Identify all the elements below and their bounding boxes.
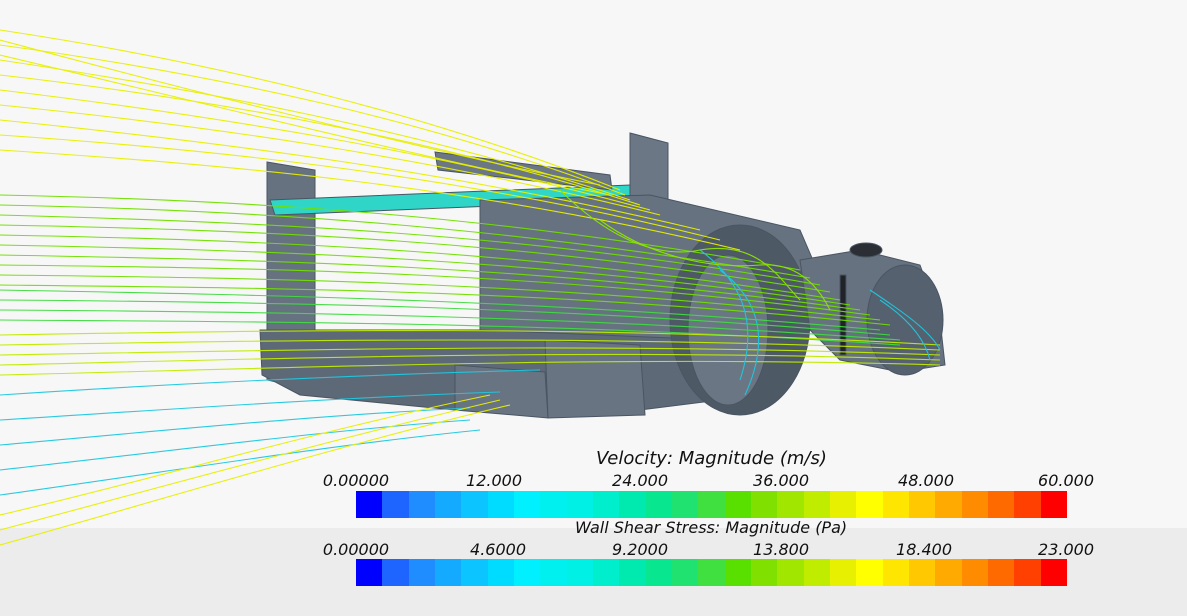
colorbar-cell	[592, 559, 620, 586]
velocity-tick: 48.000	[898, 471, 954, 490]
colorbar-cell	[1040, 491, 1067, 518]
colorbar-cell	[935, 559, 962, 586]
colorbar-cell	[408, 491, 435, 518]
colorbar-cell	[645, 491, 672, 518]
colorbar-cell	[1014, 559, 1041, 586]
shear-tick: 13.800	[753, 540, 809, 559]
colorbar-cell	[908, 559, 936, 586]
colorbar-cell	[513, 559, 541, 586]
colorbar-cell	[671, 559, 699, 586]
colorbar-cell	[803, 491, 830, 518]
colorbar-cell	[382, 491, 409, 518]
colorbar-cell	[1040, 559, 1067, 586]
colorbar-cell	[487, 559, 514, 586]
velocity-tick: 60.000	[1038, 471, 1094, 490]
colorbar-cell	[750, 491, 778, 518]
race-car-model	[259, 132, 946, 419]
shear-colorbar	[356, 559, 1067, 586]
colorbar-cell	[777, 559, 804, 586]
colorbar-cell	[803, 559, 830, 586]
velocity-legend-title: Velocity: Magnitude (m/s)	[596, 448, 827, 469]
colorbar-cell	[777, 491, 804, 518]
colorbar-cell	[408, 559, 435, 586]
colorbar-cell	[856, 491, 883, 518]
shear-tick: 18.400	[896, 540, 952, 559]
colorbar-cell	[987, 491, 1015, 518]
colorbar-cell	[961, 559, 988, 586]
colorbar-cell	[619, 559, 646, 586]
colorbar-cell	[1014, 491, 1041, 518]
colorbar-cell	[434, 559, 462, 586]
colorbar-cell	[461, 491, 488, 518]
colorbar-cell	[671, 491, 699, 518]
colorbar-cell	[987, 559, 1015, 586]
colorbar-cell	[908, 491, 936, 518]
colorbar-cell	[856, 559, 883, 586]
colorbar-cell	[382, 559, 409, 586]
colorbar-cell	[645, 559, 672, 586]
colorbar-cell	[698, 559, 725, 586]
velocity-tick: 12.000	[466, 471, 522, 490]
velocity-tick: 0.00000	[322, 471, 390, 490]
colorbar-cell	[882, 491, 909, 518]
streamlines	[0, 29, 941, 546]
shear-tick: 0.00000	[322, 540, 390, 559]
shear-legend-title: Wall Shear Stress: Magnitude (Pa)	[575, 518, 848, 537]
colorbar-cell	[461, 559, 488, 586]
colorbar-cell	[829, 491, 857, 518]
colorbar-cell	[356, 559, 383, 586]
velocity-colorbar	[356, 491, 1067, 518]
colorbar-cell	[882, 559, 909, 586]
colorbar-cell	[750, 559, 778, 586]
velocity-tick: 36.000	[753, 471, 809, 490]
colorbar-cell	[540, 559, 567, 586]
colorbar-cell	[961, 491, 988, 518]
shear-tick: 4.6000	[470, 540, 526, 559]
shear-tick: 9.2000	[612, 540, 668, 559]
shear-tick: 23.000	[1038, 540, 1094, 559]
colorbar-cell	[724, 491, 751, 518]
velocity-tick: 24.000	[612, 471, 668, 490]
colorbar-cell	[540, 491, 567, 518]
colorbar-cell	[434, 491, 462, 518]
colorbar-cell	[829, 559, 857, 586]
colorbar-cell	[698, 491, 725, 518]
colorbar-cell	[935, 491, 962, 518]
colorbar-cell	[566, 491, 593, 518]
colorbar-cell	[619, 491, 646, 518]
colorbar-cell	[566, 559, 593, 586]
colorbar-cell	[592, 491, 620, 518]
colorbar-cell	[513, 491, 541, 518]
colorbar-cell	[487, 491, 514, 518]
colorbar-cell	[724, 559, 751, 586]
colorbar-cell	[356, 491, 383, 518]
